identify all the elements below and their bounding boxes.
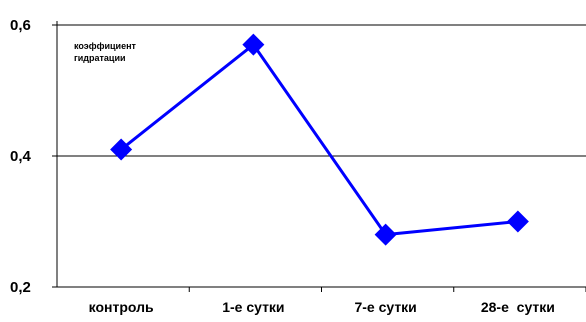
data-point-marker xyxy=(506,210,529,233)
series-group xyxy=(110,33,529,246)
chart-annotation-line-1: коэффициент xyxy=(74,41,137,51)
x-tick-label: контроль xyxy=(89,299,154,315)
y-tick-labels: 0,2 0,4 0,6 xyxy=(10,17,32,296)
series-line xyxy=(120,43,519,237)
data-point-marker xyxy=(110,138,133,161)
data-point-marker xyxy=(242,33,265,56)
axes xyxy=(52,21,586,292)
y-tick-label: 0,2 xyxy=(10,279,31,296)
chart-annotation-line-2: гидратации xyxy=(74,53,126,63)
x-tick-label: 1-е сутки xyxy=(222,299,284,315)
x-tick-label: 7-е сутки xyxy=(354,299,416,315)
grid-lines xyxy=(57,24,586,157)
data-point-marker xyxy=(374,223,397,246)
y-tick-label: 0,6 xyxy=(10,17,31,34)
x-tick-labels: контроль 1-е сутки 7-е сутки 28-е сутки xyxy=(89,299,555,315)
x-tick-label: 28-е сутки xyxy=(481,299,555,315)
y-tick-label: 0,4 xyxy=(10,148,32,165)
